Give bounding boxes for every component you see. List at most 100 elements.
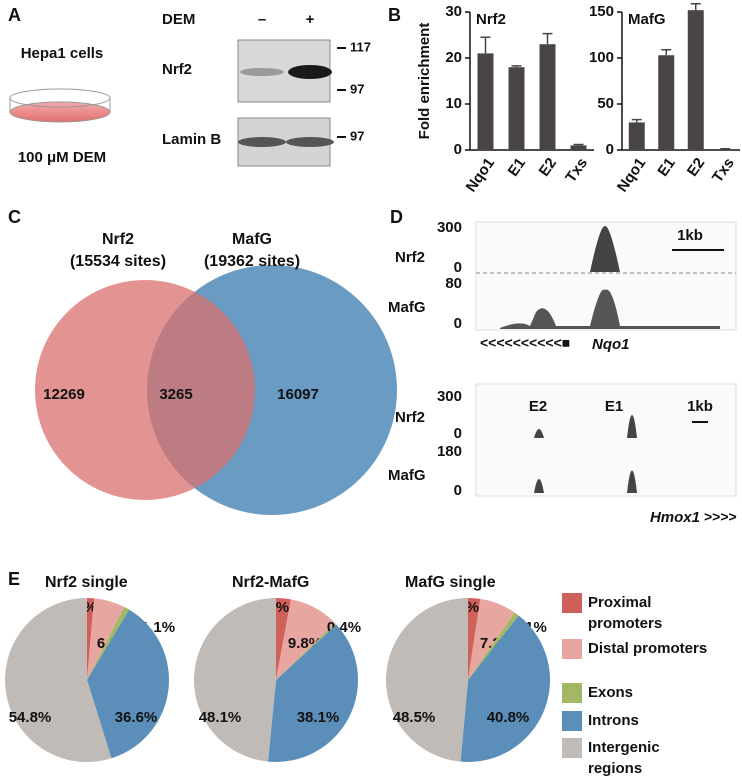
genome-tracks bbox=[475, 221, 737, 497]
scale-bar: 1kb bbox=[677, 227, 703, 244]
track-min: 0 bbox=[454, 259, 462, 276]
legend-label: Distal promoters bbox=[588, 640, 708, 657]
x-tick-label: E1 bbox=[505, 155, 529, 180]
error-bar bbox=[573, 143, 584, 146]
pie-slice bbox=[468, 612, 519, 680]
lane-label: + bbox=[306, 11, 315, 28]
bar bbox=[477, 53, 494, 150]
treatment: 100 μM DEM bbox=[18, 149, 106, 166]
chart-title: Nrf2 bbox=[476, 11, 506, 28]
value-label: 54.8% bbox=[9, 709, 52, 726]
venn-count: 3265 bbox=[159, 386, 192, 403]
legend-label: Intergenic regions bbox=[588, 739, 660, 777]
bar bbox=[628, 122, 645, 150]
x-tick-label: E2 bbox=[684, 155, 708, 180]
error-bar bbox=[480, 36, 491, 54]
legend-label: Exons bbox=[588, 684, 634, 701]
y-tick-label: 150 bbox=[589, 3, 614, 20]
y-tick-label: 20 bbox=[445, 49, 462, 66]
chart-title: MafG bbox=[628, 11, 666, 28]
track-min: 0 bbox=[454, 482, 462, 499]
x-tick-label: Nqo1 bbox=[463, 155, 498, 195]
error-bar bbox=[542, 32, 553, 45]
legend-label: Introns bbox=[588, 712, 639, 729]
track-name: Nrf2 bbox=[395, 249, 425, 266]
chart-title: Nrf2 single bbox=[45, 574, 128, 591]
x-tick-label: Nqo1 bbox=[614, 155, 649, 195]
error-bar bbox=[690, 2, 701, 11]
dish bbox=[9, 88, 111, 123]
pie-slice bbox=[276, 623, 337, 680]
marker: 97 bbox=[350, 81, 364, 96]
blot-row: Lamin B bbox=[162, 131, 221, 148]
y-tick-label: 50 bbox=[597, 95, 614, 112]
bar bbox=[539, 44, 556, 151]
venn-count: 16097 bbox=[277, 386, 319, 403]
legend-swatch bbox=[562, 683, 582, 703]
bar bbox=[508, 67, 525, 150]
x-tick-label: E2 bbox=[536, 155, 560, 180]
track-min: 0 bbox=[454, 315, 462, 332]
track-name: MafG bbox=[388, 299, 426, 316]
y-tick-label: 100 bbox=[589, 49, 614, 66]
value-label: 40.8% bbox=[487, 709, 530, 726]
pie-slice bbox=[87, 598, 125, 680]
cell-line: Hepa1 cells bbox=[21, 45, 104, 62]
legend-swatch bbox=[562, 711, 582, 731]
error-bar bbox=[511, 65, 522, 68]
y-tick-label: 0 bbox=[454, 141, 462, 158]
track-name: Nrf2 bbox=[395, 409, 425, 426]
pie-slice bbox=[276, 599, 336, 680]
bar bbox=[687, 10, 704, 150]
track-max: 300 bbox=[437, 219, 462, 236]
value-label: 48.5% bbox=[393, 709, 436, 726]
set-name: Nrf2 bbox=[102, 231, 134, 248]
panel-label: D bbox=[390, 207, 403, 227]
blot-header: DEM bbox=[162, 11, 195, 28]
legend-swatch bbox=[562, 593, 582, 613]
scale-bar: 1kb bbox=[687, 398, 713, 415]
blot-row: Nrf2 bbox=[162, 61, 192, 78]
value-label: 48.1% bbox=[199, 709, 242, 726]
venn-count: 12269 bbox=[43, 386, 85, 403]
gene-arrows: <<<<<<<<<<■ bbox=[480, 335, 570, 351]
panel-label: B bbox=[388, 5, 401, 25]
marker: 97 bbox=[350, 128, 364, 143]
pie-slice bbox=[4, 598, 112, 762]
y-tick-label: 10 bbox=[445, 95, 462, 112]
x-tick-label: E1 bbox=[654, 155, 678, 180]
x-tick-label: Txs bbox=[562, 155, 591, 186]
track-min: 0 bbox=[454, 425, 462, 442]
pie-slice bbox=[194, 598, 276, 762]
value-label: 36.6% bbox=[115, 709, 158, 726]
panel-label: C bbox=[8, 207, 21, 227]
set-name: MafG bbox=[232, 231, 272, 248]
pie-slice bbox=[460, 615, 550, 762]
y-tick-label: 0 bbox=[606, 141, 614, 158]
error-bar bbox=[631, 118, 642, 123]
pie-slice bbox=[87, 609, 169, 759]
y-tick-label: 30 bbox=[445, 3, 462, 20]
marker: 117 bbox=[350, 39, 371, 54]
value-label: 38.1% bbox=[297, 709, 340, 726]
gene-arrows: >>>> bbox=[704, 509, 737, 525]
pie-slice bbox=[468, 598, 515, 680]
error-bar bbox=[661, 48, 672, 56]
legend-label: Proximal promoters bbox=[588, 594, 663, 632]
pie-slice bbox=[87, 598, 95, 680]
legend-swatch bbox=[562, 639, 582, 659]
panel-label: E bbox=[8, 569, 20, 589]
set-sites: (19362 sites) bbox=[204, 253, 300, 270]
track-max: 300 bbox=[437, 388, 462, 405]
venn bbox=[35, 265, 397, 515]
pie-slice bbox=[267, 624, 358, 762]
set-sites: (15534 sites) bbox=[70, 253, 166, 270]
track-max: 180 bbox=[437, 443, 462, 460]
bar bbox=[570, 145, 587, 150]
chart-title: MafG single bbox=[405, 574, 496, 591]
chart-title: Nrf2-MafG bbox=[232, 574, 309, 591]
track-max: 80 bbox=[445, 275, 462, 292]
pie-slice bbox=[87, 606, 130, 680]
